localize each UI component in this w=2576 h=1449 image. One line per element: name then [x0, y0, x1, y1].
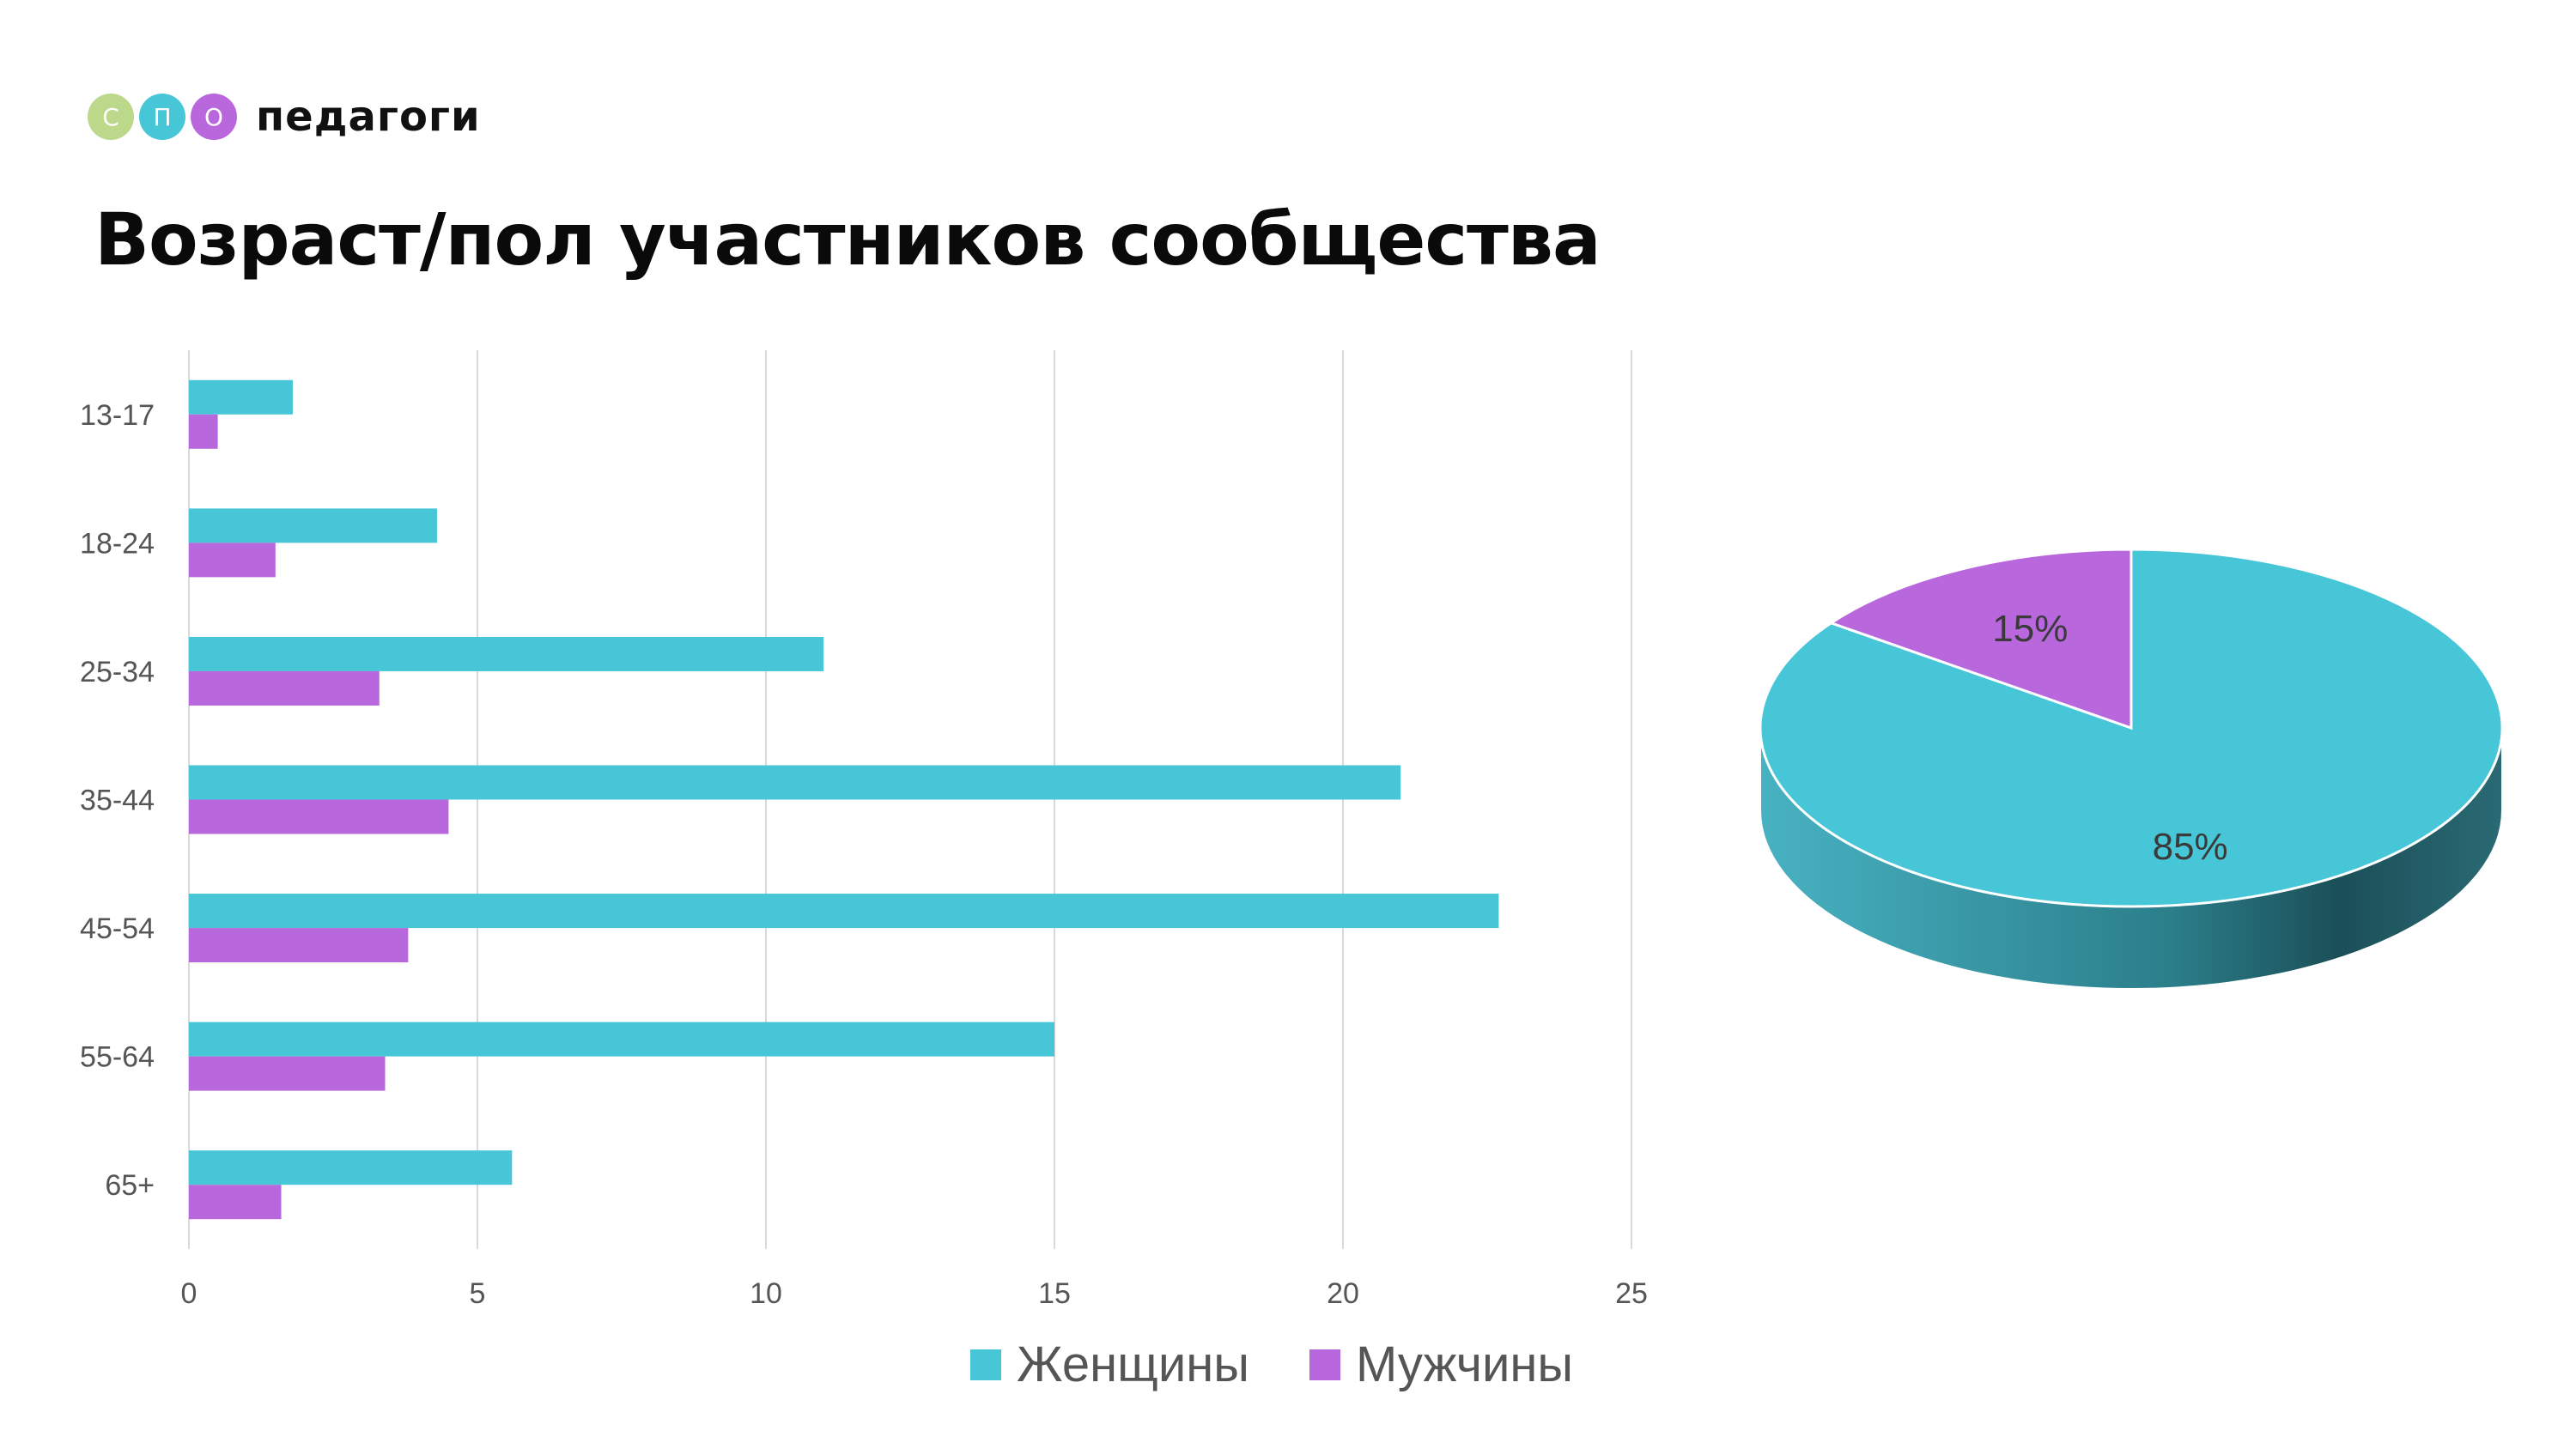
- pie-side-women: [1759, 727, 2503, 990]
- legend-label-men: Мужчины: [1355, 1337, 1574, 1392]
- bar-women: [189, 636, 824, 671]
- y-tick-label: 45-54: [80, 912, 155, 945]
- y-tick-label: 18-24: [80, 527, 155, 560]
- legend-label-women: Женщины: [1017, 1337, 1249, 1392]
- bar-men: [189, 1056, 386, 1091]
- bar-men: [189, 1185, 282, 1220]
- brand-name: педагоги: [256, 93, 481, 141]
- pie-label-women: 85%: [2153, 826, 2228, 868]
- logo-dot-s: С: [88, 94, 134, 140]
- pie-slice-women: [1759, 548, 2504, 908]
- bar-women: [189, 1022, 1054, 1057]
- logo-dot-letter: П: [153, 102, 172, 131]
- brand-logo: С П О педагоги: [88, 93, 481, 141]
- logo-dot-o: О: [191, 94, 237, 140]
- x-tick-label: 25: [1615, 1277, 1648, 1310]
- logo-dot-letter: О: [204, 102, 224, 131]
- age-bar-chart: 0 5 10 15 20 25 13-17 18-24 25-34 35-44 45-54 55-64…: [80, 350, 1648, 1310]
- y-tick-label: 55-64: [80, 1041, 155, 1074]
- x-tick-label: 15: [1038, 1277, 1071, 1310]
- legend-item-women: Женщины: [970, 1336, 1249, 1393]
- y-tick-label: 35-44: [80, 785, 155, 817]
- logo-dot-letter: С: [102, 102, 119, 131]
- bar-men: [189, 799, 449, 834]
- legend-swatch-men: [1309, 1349, 1340, 1380]
- legend-item-men: Мужчины: [1309, 1336, 1573, 1393]
- logo-dot-p: П: [139, 94, 185, 140]
- pie-label-men: 15%: [1992, 608, 2068, 650]
- bar-men: [189, 670, 380, 706]
- y-tick-label: 13-17: [80, 399, 155, 432]
- x-tick-label: 10: [750, 1277, 782, 1310]
- y-tick-label: 65+: [105, 1169, 155, 1202]
- bar-men: [189, 543, 276, 578]
- bar-men: [189, 414, 218, 449]
- legend-swatch-women: [970, 1349, 1001, 1380]
- bar-women: [189, 765, 1401, 800]
- bar-women: [189, 508, 437, 543]
- x-tick-label: 0: [181, 1277, 197, 1310]
- y-tick-label: 25-34: [80, 656, 155, 688]
- x-tick-label: 5: [470, 1277, 486, 1310]
- bar-men: [189, 928, 409, 963]
- x-tick-label: 20: [1327, 1277, 1359, 1310]
- bar-women: [189, 379, 293, 415]
- bar-women: [189, 894, 1499, 929]
- bar-women: [189, 1150, 513, 1185]
- pie-slice-men: [1828, 548, 2133, 731]
- chart-legend: Женщины Мужчины: [970, 1336, 1633, 1393]
- page-title: Возраст/пол участников сообщества: [94, 197, 1601, 282]
